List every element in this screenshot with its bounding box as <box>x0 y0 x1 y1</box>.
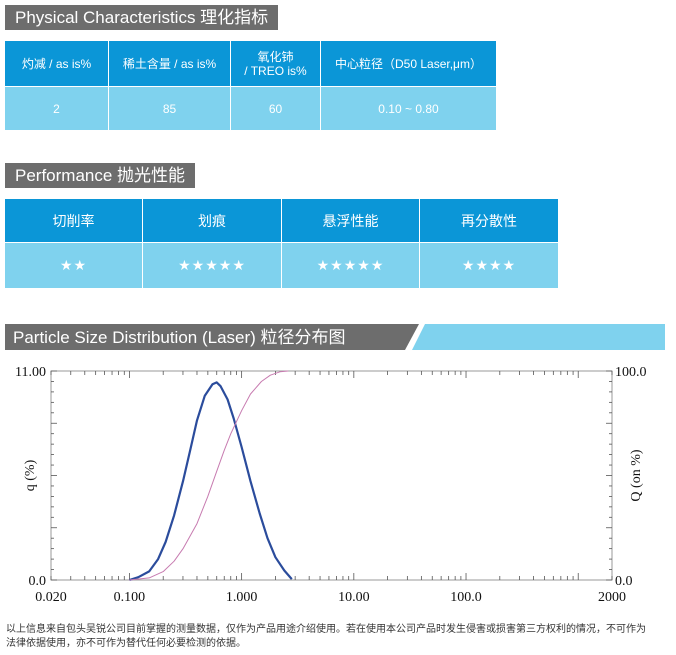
psd-section-banner: Particle Size Distribution (Laser) 粒径分布图 <box>5 324 665 350</box>
y-tick-top: 11.00 <box>15 365 46 380</box>
psd-banner-dark <box>5 324 419 350</box>
rating-suspension: ★★★★★ <box>281 242 420 289</box>
disclaimer-line-1: 以上信息来自包头吴锐公司目前掌握的测量数据，仅作为产品用途介绍使用。若在使用本公… <box>6 624 646 635</box>
value-ceria: 60 <box>230 86 321 131</box>
header-redispersion: 再分散性 <box>419 198 559 243</box>
y2-tick-bottom: 0.0 <box>615 574 633 589</box>
x-tick-label: 0.100 <box>114 590 146 605</box>
cumulative-curve <box>129 370 289 581</box>
physical-table: 灼减 / as is% 稀土含量 / as is% 氧化铈 / TREO is%… <box>4 40 497 131</box>
header-cutting-rate: 切削率 <box>4 198 143 243</box>
value-d50: 0.10 ~ 0.80 <box>320 86 497 131</box>
header-ceria-line1: 氧化铈 <box>257 49 294 64</box>
value-rare-earth-content: 85 <box>108 86 231 131</box>
rating-scratch: ★★★★★ <box>142 242 282 289</box>
x-tick-label: 100.0 <box>450 590 482 605</box>
header-loss-on-ignition: 灼减 / as is% <box>4 40 109 87</box>
y-axis-label: q (%) <box>23 459 38 491</box>
header-ceria: 氧化铈 / TREO is% <box>230 40 321 87</box>
psd-banner-light <box>412 324 665 350</box>
psd-chart: 11.00 0.0 100.0 0.0 q (%) Q (on %) 0.020… <box>15 365 646 605</box>
x-tick-label: 1.000 <box>226 590 258 605</box>
performance-section-title: Performance 抛光性能 <box>5 163 196 188</box>
distribution-curve <box>129 381 293 582</box>
header-scratch: 划痕 <box>142 198 282 243</box>
x-tick-label: 2000 <box>598 590 626 605</box>
y2-axis-label: Q (on %) <box>629 449 644 501</box>
header-d50: 中心粒径（D50 Laser,μm） <box>320 40 497 87</box>
disclaimer-line-2: 法律依据使用，亦不可作为替代任何必要检测的依据。 <box>6 638 246 649</box>
x-tick-label: 10.00 <box>338 590 370 605</box>
x-tick-label: 0.020 <box>35 590 67 605</box>
axis-labels: 11.00 0.0 100.0 0.0 q (%) Q (on %) 0.020… <box>15 365 646 605</box>
header-ceria-line2: / TREO is% <box>244 63 307 78</box>
series-layer <box>129 370 293 582</box>
y2-tick-top: 100.0 <box>615 365 647 380</box>
rating-redispersion: ★★★★ <box>419 242 559 289</box>
rating-cutting-rate: ★★ <box>4 242 143 289</box>
physical-section-title: Physical Characteristics 理化指标 <box>5 5 279 30</box>
performance-table: 切削率 划痕 悬浮性能 再分散性 ★★ ★★★★★ ★★★★★ ★★★★ <box>4 198 559 289</box>
plot-frame <box>50 370 613 581</box>
header-suspension: 悬浮性能 <box>281 198 420 243</box>
y-tick-bottom: 0.0 <box>29 574 47 589</box>
value-loss-on-ignition: 2 <box>4 86 109 131</box>
header-rare-earth-content: 稀土含量 / as is% <box>108 40 231 87</box>
axis-ticks <box>50 370 613 581</box>
psd-section-title: Particle Size Distribution (Laser) 粒径分布图 <box>13 328 346 347</box>
disclaimer-note: 以上信息来自包头吴锐公司目前掌握的测量数据，仅作为产品用途介绍使用。若在使用本公… <box>6 623 666 651</box>
